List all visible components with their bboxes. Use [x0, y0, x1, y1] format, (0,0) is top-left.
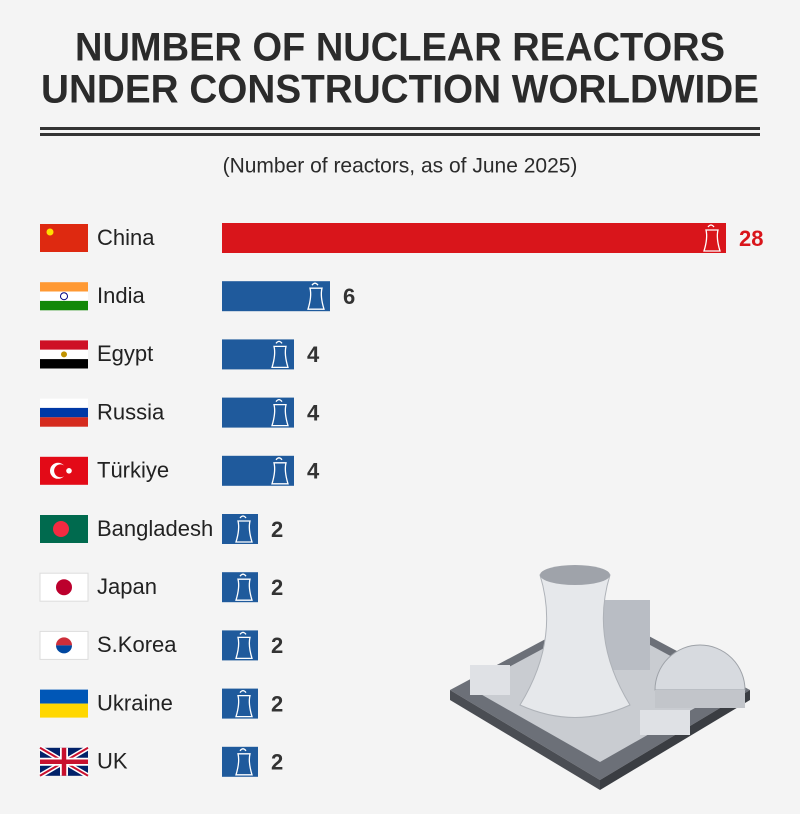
row: Russia 4	[40, 397, 320, 428]
divider	[40, 127, 760, 130]
value-label: 28	[739, 226, 763, 251]
flag-stripe	[40, 703, 88, 718]
flag-field	[40, 224, 88, 252]
reactor-icon	[235, 631, 253, 660]
bar	[222, 339, 294, 370]
flag-stripe	[40, 407, 88, 418]
row: S.Korea 2	[39, 630, 283, 661]
bar	[222, 281, 330, 312]
category-label: S.Korea	[97, 632, 177, 657]
flag-stripe	[40, 340, 88, 350]
flag-taegeuk	[56, 645, 72, 654]
row: Egypt 4	[40, 339, 320, 370]
category-label: UK	[97, 749, 128, 774]
divider	[40, 133, 760, 136]
row: Türkiye 4	[40, 455, 320, 486]
category-label: Bangladesh	[97, 516, 213, 541]
reactor-icon	[235, 515, 253, 543]
flag-cross	[40, 747, 88, 776]
reactor-icon	[307, 282, 325, 310]
bar	[222, 688, 258, 719]
flag-star	[66, 468, 72, 474]
flag-disc	[56, 579, 72, 596]
value-label: 4	[307, 400, 320, 425]
value-label: 4	[307, 459, 320, 484]
flag-emblem	[61, 351, 67, 358]
value-label: 2	[271, 517, 283, 542]
flag-crescent	[54, 464, 67, 478]
row: Bangladesh 2	[40, 514, 283, 544]
flag-disc	[53, 521, 69, 537]
flag-stripe	[40, 300, 88, 311]
row: India 6	[40, 281, 355, 312]
flag-stripe	[40, 398, 88, 408]
row: Japan 2	[39, 572, 283, 603]
category-label: Türkiye	[97, 458, 169, 483]
flag-stripe	[40, 417, 88, 427]
reactor-icon	[703, 224, 721, 252]
reactor-icon	[271, 457, 289, 485]
category-label: Japan	[97, 574, 157, 599]
flag-emblem	[60, 292, 68, 301]
bar	[222, 514, 258, 544]
bar	[222, 223, 726, 253]
flag-stripe	[40, 291, 88, 301]
category-label: India	[97, 283, 145, 308]
reactor-illustration	[450, 565, 750, 790]
flag-stripe	[40, 689, 88, 704]
flag-taegeuk	[56, 637, 72, 646]
flag-star	[46, 228, 54, 236]
bar	[222, 455, 294, 486]
bar	[222, 746, 258, 777]
value-label: 2	[271, 691, 283, 716]
value-label: 4	[307, 342, 320, 367]
chart-title: UNDER CONSTRUCTION WORLDWIDE	[41, 68, 759, 112]
category-label: Russia	[97, 399, 165, 424]
reactor-icon	[235, 748, 253, 776]
flag-stripe	[40, 359, 88, 369]
value-label: 2	[271, 575, 283, 600]
bar	[222, 572, 258, 603]
value-label: 2	[271, 750, 283, 775]
value-label: 6	[343, 284, 355, 309]
category-label: China	[97, 225, 155, 250]
reactor-icon	[235, 573, 253, 601]
row: UK 2	[38, 745, 283, 778]
category-label: Egypt	[97, 341, 153, 366]
value-label: 2	[271, 633, 283, 658]
reactor-icon	[271, 398, 289, 427]
chart-subtitle: (Number of reactors, as of June 2025)	[223, 155, 578, 178]
reactor-icon	[235, 689, 253, 718]
chart-title: NUMBER OF NUCLEAR REACTORS	[75, 26, 725, 70]
category-label: Ukraine	[97, 690, 173, 715]
row: Ukraine 2	[40, 688, 283, 719]
bar	[222, 397, 294, 428]
flag-stripe	[40, 282, 88, 292]
bar	[222, 630, 258, 661]
reactor-icon	[271, 340, 289, 369]
row: China 28	[40, 223, 763, 253]
